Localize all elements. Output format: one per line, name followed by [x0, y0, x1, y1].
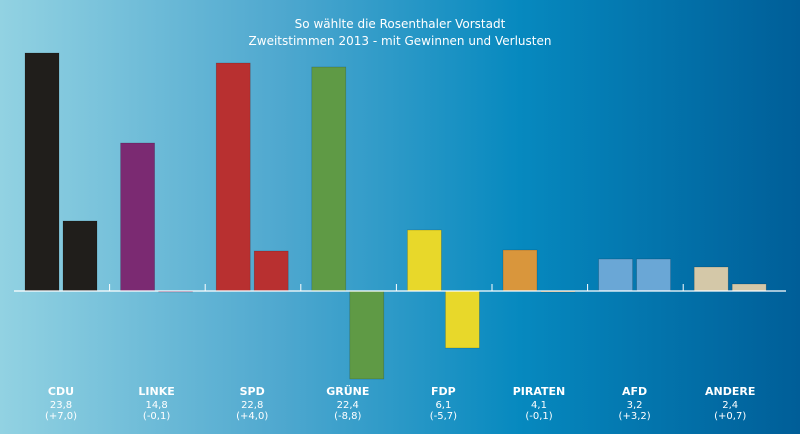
category-label-piraten: PIRATEN — [513, 385, 566, 398]
change-label-afd: (+3,2) — [619, 411, 651, 422]
vote-bar-linke — [120, 142, 155, 292]
vote-bar-gruene — [311, 66, 347, 292]
value-label-spd: 22,8 — [241, 400, 263, 411]
vote-bar-spd — [215, 62, 251, 292]
change-bar-afd — [636, 258, 671, 292]
change-bar-spd — [253, 250, 289, 292]
value-label-piraten: 4,1 — [531, 400, 547, 411]
change-label-fdp: (-5,7) — [430, 411, 457, 422]
change-bar-andere — [731, 283, 767, 292]
vote-bar-piraten — [502, 249, 538, 292]
value-label-andere: 2,4 — [722, 400, 738, 411]
change-label-cdu: (+7,0) — [45, 411, 77, 422]
category-label-afd: AFD — [622, 385, 647, 398]
vote-bar-cdu — [24, 52, 60, 292]
value-label-gruene: 22,4 — [337, 400, 359, 411]
category-label-cdu: CDU — [48, 385, 74, 398]
change-label-gruene: (-8,8) — [334, 411, 361, 422]
change-bar-cdu — [62, 220, 98, 292]
change-label-piraten: (-0,1) — [525, 411, 552, 422]
change-label-linke: (-0,1) — [143, 411, 170, 422]
chart-title: So wählte die Rosenthaler Vorstadt — [295, 17, 506, 31]
change-label-spd: (+4,0) — [236, 411, 268, 422]
vote-bar-andere — [693, 266, 729, 292]
value-label-linke: 14,8 — [145, 400, 167, 411]
value-label-cdu: 23,8 — [50, 400, 72, 411]
change-bar-fdp — [445, 290, 480, 349]
change-label-andere: (+0,7) — [714, 411, 746, 422]
value-label-afd: 3,2 — [627, 400, 643, 411]
change-bar-gruene — [349, 290, 385, 380]
vote-bar-fdp — [407, 229, 442, 292]
vote-bar-afd — [598, 258, 633, 292]
value-label-fdp: 6,1 — [435, 400, 451, 411]
category-label-andere: ANDERE — [705, 385, 755, 398]
chart-subtitle: Zweitstimmen 2013 - mit Gewinnen und Ver… — [249, 34, 552, 48]
category-label-spd: SPD — [240, 385, 265, 398]
category-label-fdp: FDP — [431, 385, 456, 398]
category-label-gruene: GRÜNE — [326, 384, 369, 398]
category-label-linke: LINKE — [138, 385, 174, 398]
